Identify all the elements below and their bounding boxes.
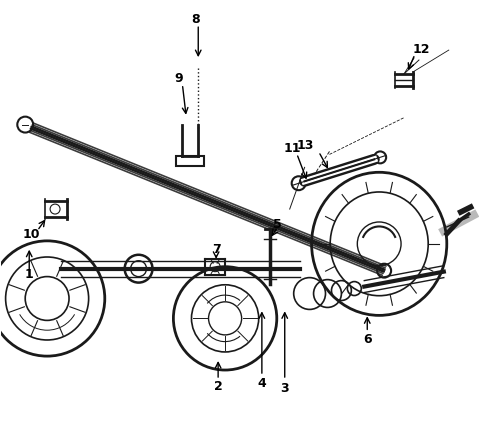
Text: 1: 1	[25, 268, 34, 280]
Circle shape	[292, 177, 306, 191]
Text: 4: 4	[257, 377, 266, 389]
Circle shape	[374, 152, 386, 164]
Text: 13: 13	[297, 139, 314, 152]
Text: 8: 8	[191, 13, 200, 26]
Text: 10: 10	[23, 228, 40, 241]
Text: 7: 7	[212, 243, 220, 256]
Text: 6: 6	[363, 332, 372, 345]
Text: 11: 11	[284, 141, 301, 155]
Text: 5: 5	[274, 218, 282, 231]
Text: 2: 2	[214, 380, 223, 392]
Bar	[176, 157, 204, 167]
Text: 12: 12	[412, 42, 430, 56]
Text: 3: 3	[280, 381, 289, 395]
Text: 9: 9	[174, 72, 183, 85]
